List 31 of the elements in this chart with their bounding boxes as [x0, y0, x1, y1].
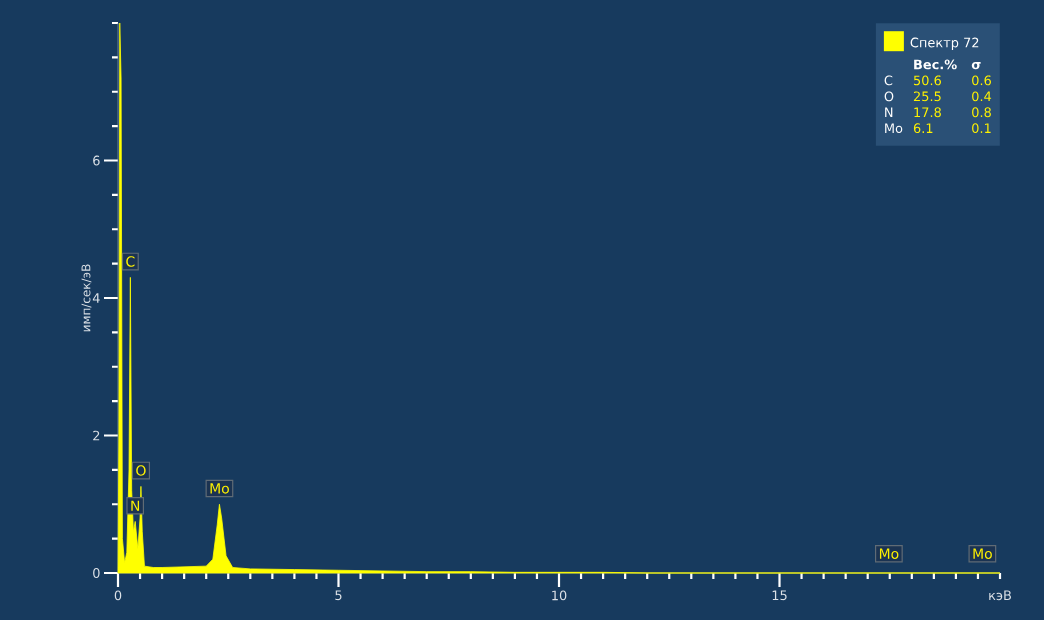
y-tick-label: 6 [93, 155, 100, 166]
annotation: 0.4 [972, 91, 992, 102]
annotation: Mo [885, 123, 903, 134]
annotation: N [885, 107, 893, 117]
x-tick-label: 15 [772, 590, 787, 601]
annotation: Mo [210, 483, 229, 494]
annotation: N [131, 500, 140, 511]
annotation: 0.1 [972, 123, 991, 134]
annotation: Mo [973, 548, 992, 559]
annotation: σ [971, 62, 981, 70]
legend-label: Спектр 72 [910, 37, 979, 50]
y-tick-label: 0 [93, 568, 100, 578]
y-tick-label: 2 [93, 430, 100, 441]
y-tick-label: 4 [92, 293, 100, 303]
x-axis-title: кэВ [989, 590, 1011, 601]
annotation: 50.6 [913, 75, 941, 86]
annotation: 0.8 [972, 107, 991, 118]
annotation: 25.5 [913, 91, 941, 102]
annotation: Mo [879, 548, 899, 559]
annotation: O [884, 91, 894, 102]
annotation: 6.1 [913, 123, 933, 134]
annotation: O [136, 465, 146, 476]
annotation: 0.6 [972, 75, 991, 86]
x-tick-label: 0 [114, 590, 122, 601]
annotation: C [126, 256, 135, 267]
annotation: C [884, 75, 893, 86]
x-tick-label: 10 [552, 590, 567, 601]
x-tick-label: 5 [335, 590, 342, 601]
annotation: 17.8 [914, 107, 941, 118]
y-axis-title: имп/сек/эВ [81, 264, 92, 332]
annotation: Вес.% [914, 59, 957, 70]
